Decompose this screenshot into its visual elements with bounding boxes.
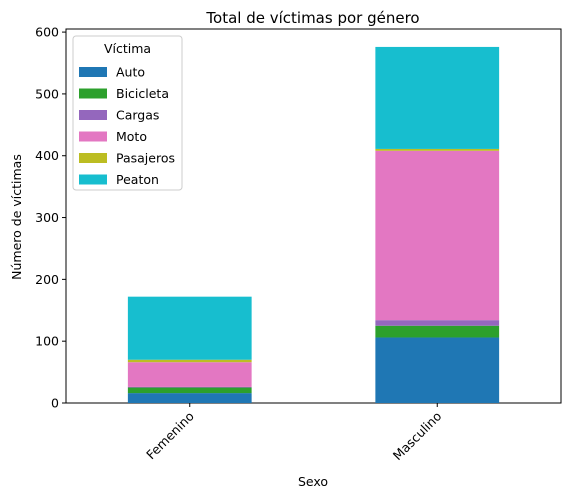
- legend-label-bicicleta: Bicicleta: [116, 86, 169, 101]
- legend-swatch-bicicleta: [79, 88, 107, 99]
- y-tick-label: 200: [35, 272, 59, 287]
- bar-pasajeros-femenino: [127, 359, 252, 363]
- bar-bicicleta-femenino: [127, 387, 252, 394]
- bar-peaton-femenino: [127, 296, 252, 360]
- y-tick-label: 600: [35, 25, 59, 40]
- plot-area: [65, 28, 562, 404]
- x-axis-label: Sexo: [298, 474, 328, 489]
- legend-label-moto: Moto: [116, 129, 147, 144]
- y-tick-label: 300: [35, 210, 59, 225]
- legend-swatch-cargas: [79, 110, 107, 120]
- legend-title: Víctima: [104, 41, 151, 56]
- bar-moto-femenino: [127, 362, 252, 387]
- x-tick-label: Femenino: [143, 409, 197, 463]
- legend-swatch-peaton: [79, 174, 107, 185]
- y-tick-label: 400: [35, 148, 59, 163]
- legend-swatch-moto: [79, 131, 107, 142]
- bar-bicicleta-masculino: [375, 325, 500, 338]
- y-axis-label: Número de víctimas: [9, 154, 24, 280]
- y-tick-label: 500: [35, 86, 59, 101]
- x-tick-label: Masculino: [390, 409, 445, 464]
- x-axis: Femenino Masculino: [143, 403, 444, 463]
- legend-swatch-auto: [79, 67, 107, 77]
- bar-cargas-masculino: [375, 320, 500, 326]
- y-tick-label: 0: [51, 396, 59, 411]
- legend-label-pasajeros: Pasajeros: [116, 151, 175, 166]
- legend: Víctima Auto Bicicleta Cargas Moto Pasajeros P…: [72, 35, 183, 191]
- bars: [127, 46, 500, 403]
- bar-pasajeros-masculino: [375, 148, 500, 151]
- chart-title: Total de víctimas por género: [205, 9, 419, 27]
- bar-cargas-femenino: [127, 386, 252, 388]
- y-tick-label: 100: [35, 334, 59, 349]
- legend-swatch-pasajeros: [79, 153, 107, 163]
- bar-moto-masculino: [375, 150, 500, 321]
- legend-label-peaton: Peaton: [116, 172, 159, 187]
- legend-label-cargas: Cargas: [116, 108, 159, 123]
- bar-auto-femenino: [127, 393, 252, 403]
- y-axis: 0 100 200 300 400 500 600: [35, 25, 66, 411]
- plot-frame: [65, 28, 562, 404]
- bar-peaton-masculino: [375, 46, 500, 149]
- legend-label-auto: Auto: [116, 65, 145, 80]
- bar-auto-masculino: [375, 337, 500, 403]
